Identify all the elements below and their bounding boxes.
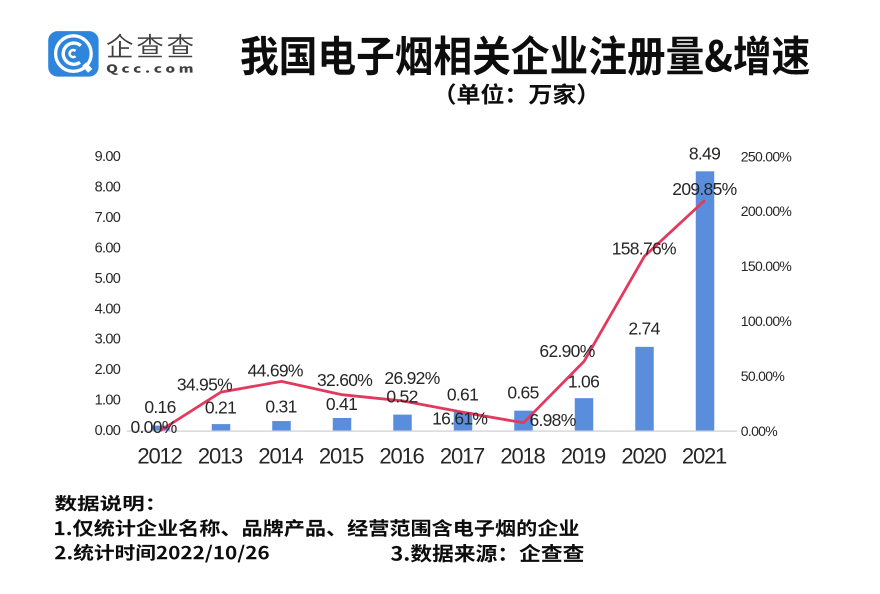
svg-text:7.00: 7.00 xyxy=(95,210,121,226)
svg-text:4.00: 4.00 xyxy=(95,301,121,317)
svg-text:2015: 2015 xyxy=(319,444,364,469)
svg-text:5.00: 5.00 xyxy=(95,271,121,287)
svg-text:2019: 2019 xyxy=(561,444,606,469)
svg-text:16.61%: 16.61% xyxy=(432,409,487,429)
svg-text:0.61: 0.61 xyxy=(447,384,478,404)
svg-text:50.00%: 50.00% xyxy=(741,368,785,384)
svg-text:2018: 2018 xyxy=(500,444,545,469)
svg-text:1.06: 1.06 xyxy=(568,372,599,392)
svg-text:0.00%: 0.00% xyxy=(130,417,176,437)
svg-text:2.74: 2.74 xyxy=(628,318,660,338)
svg-text:200.00%: 200.00% xyxy=(741,203,792,219)
svg-text:100.00%: 100.00% xyxy=(741,313,792,329)
svg-text:34.95%: 34.95% xyxy=(177,374,232,394)
svg-text:2014: 2014 xyxy=(258,444,303,469)
svg-text:8.00: 8.00 xyxy=(95,180,121,196)
svg-text:0.00: 0.00 xyxy=(95,423,121,439)
svg-text:0.31: 0.31 xyxy=(265,396,296,416)
svg-text:2020: 2020 xyxy=(621,444,666,469)
svg-text:2012: 2012 xyxy=(137,444,182,469)
svg-text:0.65: 0.65 xyxy=(507,383,538,403)
svg-text:150.00%: 150.00% xyxy=(741,258,792,274)
svg-text:0.21: 0.21 xyxy=(205,398,236,418)
svg-text:8.49: 8.49 xyxy=(689,144,720,164)
svg-text:2.00: 2.00 xyxy=(95,362,121,378)
svg-text:3.00: 3.00 xyxy=(95,332,121,348)
svg-text:2016: 2016 xyxy=(379,444,424,469)
svg-text:1.00: 1.00 xyxy=(95,393,121,409)
svg-text:62.90%: 62.90% xyxy=(539,341,594,361)
svg-text:158.76%: 158.76% xyxy=(612,239,676,259)
svg-text:250.00%: 250.00% xyxy=(741,148,792,164)
svg-text:0.00%: 0.00% xyxy=(741,423,777,439)
svg-text:2013: 2013 xyxy=(198,444,243,469)
svg-text:2017: 2017 xyxy=(440,444,485,469)
svg-text:44.69%: 44.69% xyxy=(248,360,303,380)
svg-text:6.00: 6.00 xyxy=(95,240,121,256)
svg-text:2021: 2021 xyxy=(682,444,727,469)
svg-text:26.92%: 26.92% xyxy=(384,368,439,388)
svg-text:0.41: 0.41 xyxy=(326,394,357,414)
svg-text:32.60%: 32.60% xyxy=(317,370,372,390)
svg-text:9.00: 9.00 xyxy=(95,149,121,165)
svg-text:0.16: 0.16 xyxy=(144,397,175,417)
svg-text:6.98%: 6.98% xyxy=(529,410,575,430)
svg-text:0.52: 0.52 xyxy=(386,387,417,407)
svg-text:209.85%: 209.85% xyxy=(672,179,736,199)
